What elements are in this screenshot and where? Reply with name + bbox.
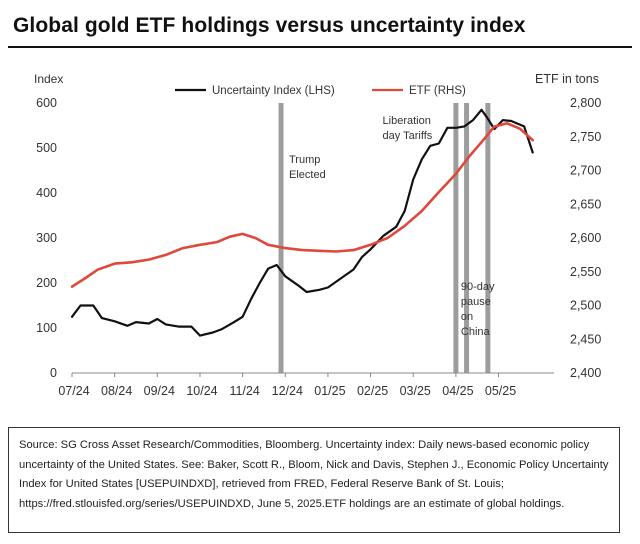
annotation-1: Liberation day Tariffs [383, 115, 433, 142]
left-axis-ticks: 0 100 200 300 400 500 600 [36, 96, 57, 380]
annotation-0: Trump Elected [289, 154, 326, 181]
right-tick-label: 2,550 [570, 265, 601, 279]
right-tick-label: 2,450 [570, 332, 601, 346]
x-tick-label: 10/24 [186, 384, 217, 398]
series-lines [70, 108, 535, 337]
event-line-2 [453, 103, 459, 373]
x-tick-label: 09/24 [144, 384, 175, 398]
x-tick-label: 03/25 [400, 384, 431, 398]
x-axis-ticks: 07/24 08/24 09/24 10/24 11/24 12/24 01/25 02/25… [58, 373, 516, 398]
event-line-1 [464, 103, 470, 373]
left-tick-label: 300 [36, 231, 57, 245]
legend-label-etf: ETF (RHS) [409, 85, 466, 97]
event-lines [278, 103, 491, 373]
line-chart: 0 100 200 300 400 500 600 2,400 2,450 2,500 2,550… [34, 72, 601, 398]
left-tick-label: 500 [36, 141, 57, 155]
legend-label-uncertainty: Uncertainty Index (LHS) [212, 85, 335, 97]
source-note: Source: SG Cross Asset Research/Commodit… [19, 439, 609, 510]
right-tick-label: 2,500 [570, 299, 601, 313]
left-tick-label: 600 [36, 96, 57, 110]
series-line-etf [70, 122, 535, 288]
left-tick-label: 0 [50, 366, 57, 380]
x-tick-label: 07/24 [58, 384, 89, 398]
right-tick-label: 2,600 [570, 231, 601, 245]
event-line-liberation-edge [485, 103, 491, 373]
x-tick-label: 11/24 [229, 384, 259, 398]
left-axis-title: Index [34, 72, 63, 86]
x-tick-label: 08/24 [101, 384, 132, 398]
event-line-0 [278, 103, 284, 373]
x-tick-label: 01/25 [314, 384, 345, 398]
x-tick-label: 12/24 [272, 384, 303, 398]
legend: Uncertainty Index (LHS) ETF (RHS) [175, 85, 466, 97]
x-tick-label: 02/25 [357, 384, 388, 398]
annotations: Trump Elected Liberation day Tariffs 90-day p… [289, 115, 495, 338]
left-tick-label: 200 [36, 276, 57, 290]
x-tick-label: 04/25 [442, 384, 473, 398]
source-note-box: Source: SG Cross Asset Research/Commodit… [8, 427, 620, 533]
left-tick-label: 400 [36, 186, 57, 200]
title-underline [8, 46, 632, 48]
series-line-uncertainty [70, 108, 534, 337]
right-axis-title: ETF in tons [535, 72, 599, 86]
chart-title: Global gold ETF holdings versus uncertai… [13, 14, 526, 37]
right-tick-label: 2,400 [570, 366, 601, 380]
right-tick-label: 2,650 [570, 197, 601, 211]
annotation-2: 90-day pause on China [461, 281, 495, 338]
right-axis-ticks: 2,400 2,450 2,500 2,550 2,600 2,650 2,700 2,750… [570, 96, 601, 380]
right-tick-label: 2,800 [570, 96, 601, 110]
x-tick-label: 05/25 [485, 384, 516, 398]
left-tick-label: 100 [36, 321, 57, 335]
right-tick-label: 2,700 [570, 164, 601, 178]
right-tick-label: 2,750 [570, 130, 601, 144]
